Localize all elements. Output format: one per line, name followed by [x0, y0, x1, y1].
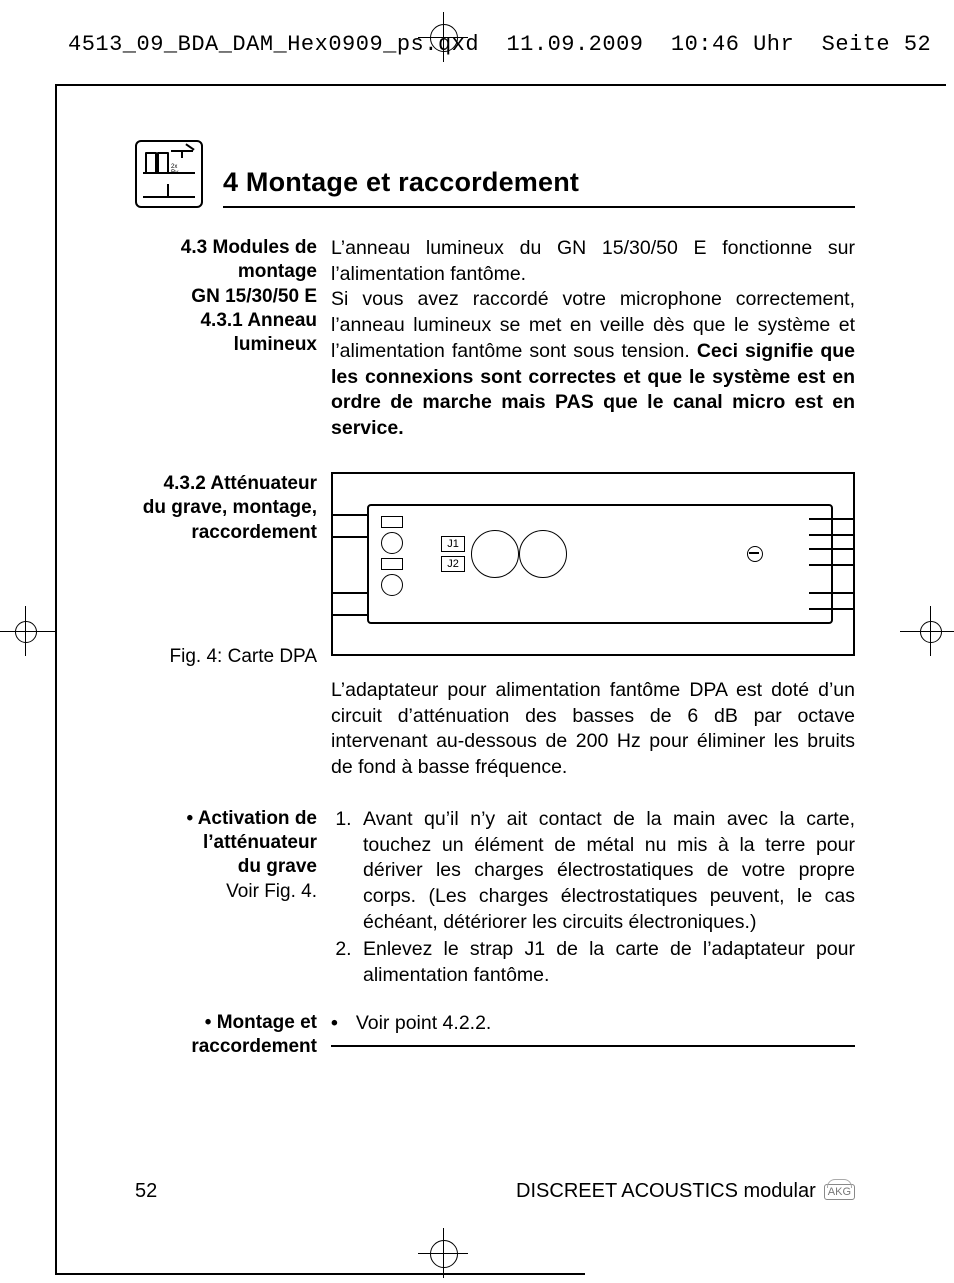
t: • Activation de — [186, 808, 317, 829]
crop-mark — [55, 84, 946, 86]
list-item: Enlevez le strap J1 de la carte de l’ada… — [357, 937, 855, 988]
t: L’adaptateur pour alimentation fantôme D… — [331, 678, 855, 781]
side-heading-4-3-2: 4.3.2 Atténuateur du grave, montage, rac… — [135, 472, 331, 669]
j2-label: J2 — [441, 556, 465, 572]
t: • Montage et — [205, 1012, 317, 1033]
body-4-3: L’anneau lumineux du GN 15/30/50 E fonct… — [331, 236, 855, 442]
section-icon: 2x Rv — [135, 140, 203, 208]
list-item: Avant qu’il n’y ait contact de la main a… — [357, 807, 855, 936]
page-content: 2x Rv 4 Montage et raccordement 4.3 Modu… — [135, 140, 855, 1060]
page-footer: 52 DISCREET ACOUSTICS modular AKG — [135, 1180, 855, 1203]
t: Voir point 4.2.2. — [356, 1011, 492, 1037]
figure-col: J1 J2 — [331, 472, 855, 781]
t: L’anneau lumineux du GN 15/30/50 E fonct… — [331, 237, 855, 285]
page-number: 52 — [135, 1180, 157, 1203]
prepress-header: 4513_09_BDA_DAM_Hex0909_ps.qxd 11.09.200… — [68, 32, 931, 57]
side-heading-montage: • Montage et raccordement — [135, 1011, 331, 1060]
rule — [331, 1045, 855, 1047]
t: 4.3 Modules de — [181, 237, 317, 258]
body-activation: Avant qu’il n’y ait contact de la main a… — [331, 807, 855, 991]
section-title: 4 Montage et raccordement — [223, 167, 855, 198]
crop-mark — [55, 84, 57, 1275]
t: montage — [238, 261, 317, 282]
figure-4: J1 J2 — [331, 472, 855, 656]
j1-label: J1 — [441, 536, 465, 552]
t: du grave, montage, — [143, 497, 317, 518]
akg-logo-icon: AKG — [824, 1184, 855, 1200]
section-title-wrap: 4 Montage et raccordement — [223, 167, 855, 208]
side-heading-4-3: 4.3 Modules de montage GN 15/30/50 E 4.3… — [135, 236, 331, 358]
crop-mark — [55, 1273, 585, 1275]
registration-mark-icon — [418, 12, 468, 62]
section-heading-row: 2x Rv 4 Montage et raccordement — [135, 140, 855, 208]
block-activation: • Activation de l’atténuateur du grave V… — [135, 807, 855, 991]
body-montage: • Voir point 4.2.2. — [331, 1011, 855, 1047]
registration-mark-icon — [0, 618, 55, 644]
t: l’atténuateur — [203, 832, 317, 853]
block-montage: • Montage et raccordement • Voir point 4… — [135, 1011, 855, 1060]
figure-board: J1 J2 — [367, 504, 833, 624]
registration-mark-icon — [418, 1228, 468, 1278]
t: Voir Fig. 4. — [226, 881, 317, 902]
figure-caption: Fig. 4: Carte DPA — [170, 646, 317, 667]
bullet-icon: • — [331, 1011, 338, 1037]
side-heading-activation: • Activation de l’atténuateur du grave V… — [135, 807, 331, 904]
t: raccordement — [191, 522, 317, 543]
footer-brand: DISCREET ACOUSTICS modular AKG — [516, 1180, 855, 1203]
block-4-3-2: 4.3.2 Atténuateur du grave, montage, rac… — [135, 472, 855, 781]
t: du grave — [238, 856, 317, 877]
print-sheet: 4513_09_BDA_DAM_Hex0909_ps.qxd 11.09.200… — [0, 0, 954, 1283]
t: lumineux — [234, 334, 317, 355]
registration-mark-icon — [900, 618, 954, 644]
block-4-3: 4.3 Modules de montage GN 15/30/50 E 4.3… — [135, 236, 855, 442]
t: DISCREET ACOUSTICS modular — [516, 1180, 816, 1203]
t: 4.3.1 Anneau — [200, 310, 317, 331]
t: raccordement — [191, 1036, 317, 1057]
t: 4.3.2 Atténuateur — [164, 473, 317, 494]
t: GN 15/30/50 E — [191, 286, 317, 307]
